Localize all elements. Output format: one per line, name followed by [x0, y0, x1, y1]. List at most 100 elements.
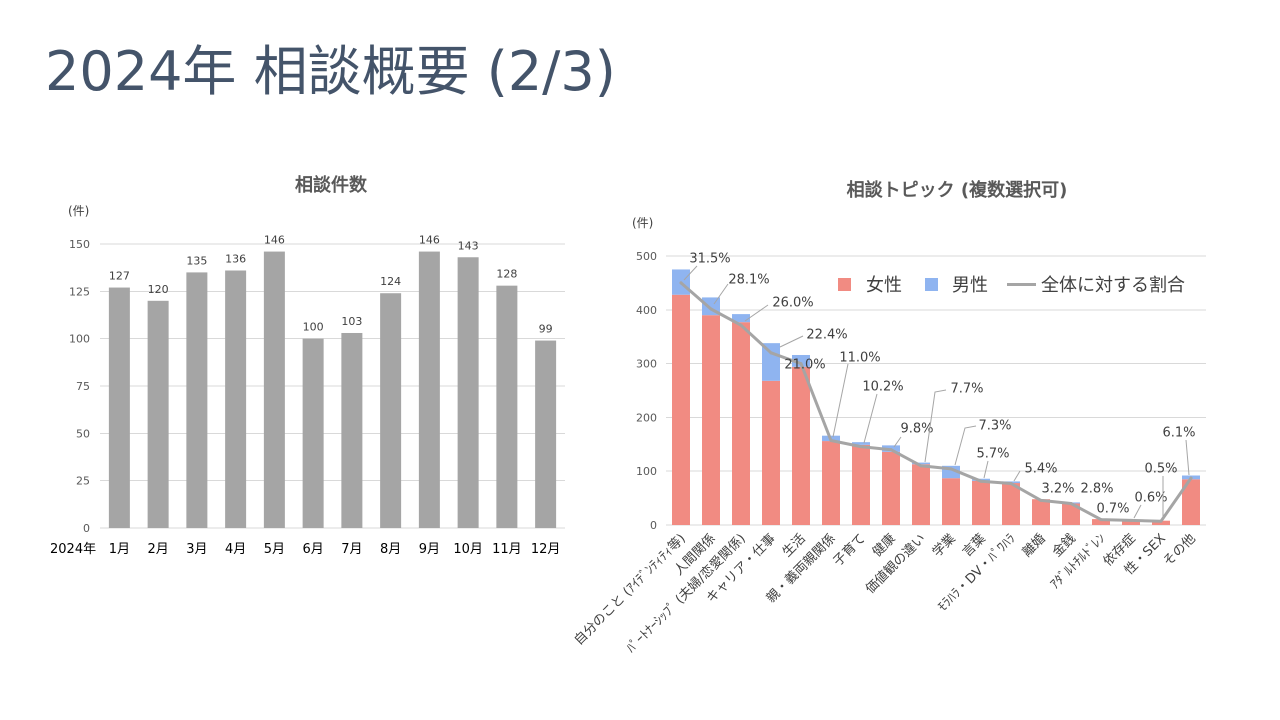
ratio-point [709, 307, 713, 311]
legend-swatch-female [838, 278, 851, 291]
ratio-point [949, 467, 953, 471]
bar-data-label: 103 [341, 315, 362, 328]
ratio-data-labels: 31.5% 28.1%26.0% 22.4% 21.0% 11.0% 10.2% 9.8% 7… [683, 252, 1196, 519]
page-title: 2024年 相談概要 (2/3) [45, 40, 616, 103]
ratio-data-label: 5.7% [976, 447, 1009, 462]
bar-month-5 [263, 251, 285, 528]
bar-segment-female [912, 464, 930, 525]
leader-line [1013, 470, 1021, 482]
x-tick-label: ｱﾀﾞﾙﾄﾁﾙﾄﾞﾚﾝ [1048, 531, 1109, 592]
ratio-data-label: 7.7% [950, 382, 983, 397]
bars [108, 251, 557, 528]
ratio-data-label: 9.8% [900, 422, 933, 437]
bar-segment-female [822, 441, 840, 525]
axis-and-data-labels: 0 25 50 75 100 125 150 127 1月 120 2月 135 3月 136 4月 146 5… [69, 234, 560, 557]
y-tick-label: 150 [69, 238, 90, 251]
leader-line [863, 393, 878, 444]
x-tick-label: 12月 [531, 542, 561, 557]
x-tick-label: 離婚 [1020, 531, 1049, 560]
ratio-point [1189, 476, 1193, 480]
bar-month-12 [535, 340, 557, 528]
x-tick-label: ﾊﾟｰﾄﾅｰｼｯﾌﾟ (夫婦/恋愛関係) [623, 531, 749, 657]
bar-segment-female [1152, 520, 1170, 525]
bar-segment-female [1182, 479, 1200, 525]
ratio-data-label: 0.5% [1144, 462, 1177, 477]
ratio-point [1159, 519, 1163, 523]
bar-segment-female [702, 315, 720, 525]
bar-data-label: 143 [458, 239, 479, 252]
ratio-data-label: 22.4% [806, 328, 847, 343]
bar-month-7 [341, 332, 363, 528]
ratio-data-label: 0.6% [1134, 491, 1167, 506]
ratio-data-label: 5.4% [1024, 462, 1057, 477]
y-tick-label: 0 [83, 522, 90, 535]
bar-segment-female [1002, 483, 1020, 525]
chart-title: 相談件数 [295, 174, 368, 196]
ratio-point [1039, 498, 1043, 502]
x-tick-label: 10月 [453, 542, 483, 557]
bar-data-label: 100 [303, 321, 324, 334]
leader-line [832, 363, 849, 438]
ratio-data-label: 31.5% [689, 252, 730, 267]
bar-month-9 [418, 251, 440, 528]
bar-data-label: 99 [539, 323, 553, 336]
bar-data-label: 135 [186, 254, 207, 267]
bar-month-1 [108, 287, 130, 528]
y-axis-unit-label: (件) [68, 204, 89, 218]
y-tick-label: 200 [636, 411, 657, 424]
ratio-point [859, 445, 863, 449]
x-tick-label: 3月 [186, 542, 207, 557]
consultation-topics-chart: 相談トピック (複数選択可) (件) 0 100 200 300 400 500 31.5… [571, 179, 1206, 656]
x-axis-year-label: 2024年 [50, 542, 96, 557]
leader-line [924, 389, 947, 463]
bar-data-label: 127 [109, 270, 130, 283]
x-tick-label: 学業 [929, 531, 959, 561]
bar-segment-female [942, 478, 960, 525]
leader-line [983, 460, 989, 479]
bar-data-label: 146 [264, 234, 285, 247]
ratio-data-label: 10.2% [862, 380, 903, 395]
leader-line [683, 265, 698, 281]
stacked-bars [672, 269, 1200, 525]
x-tick-label: 子育て [830, 531, 869, 570]
bar-month-10 [457, 257, 479, 528]
bar-segment-female [672, 294, 690, 525]
x-tick-label: 9月 [419, 542, 440, 557]
x-tick-label: 11月 [492, 542, 522, 557]
ratio-point [799, 362, 803, 366]
x-tick-label: 4月 [225, 542, 246, 557]
bar-segment-female [1062, 503, 1080, 525]
ratio-point [829, 438, 833, 442]
bar-segment-female [882, 451, 900, 525]
ratio-data-label: 7.3% [978, 419, 1011, 434]
x-tick-label: 6月 [302, 542, 323, 557]
bar-segment-female [762, 380, 780, 525]
ratio-data-label: 28.1% [728, 273, 769, 288]
ratio-data-label: 0.7% [1096, 502, 1129, 517]
bar-month-4 [225, 270, 247, 528]
ratio-point [679, 281, 683, 285]
legend-label: 女性 [866, 275, 902, 296]
ratio-point [1009, 481, 1013, 485]
y-tick-label: 125 [69, 285, 90, 298]
bar-segment-male [852, 442, 870, 445]
y-tick-label: 100 [636, 465, 657, 478]
ratio-data-label: 21.0% [784, 358, 825, 373]
ratio-data-label: 2.8% [1080, 482, 1113, 497]
legend-swatch-male [925, 278, 938, 291]
gridlines: 0 100 200 300 400 500 [636, 250, 1206, 532]
y-tick-label: 25 [76, 475, 90, 488]
bar-month-2 [147, 300, 169, 528]
bar-segment-female [1122, 520, 1140, 525]
ratio-point [1069, 501, 1073, 505]
ratio-point [919, 464, 923, 468]
bar-data-label: 136 [225, 253, 246, 266]
ratio-point [889, 448, 893, 452]
ratio-data-label: 26.0% [772, 296, 813, 311]
y-tick-label: 400 [636, 304, 657, 317]
leader-line [1185, 439, 1190, 476]
bar-segment-male [732, 314, 750, 323]
